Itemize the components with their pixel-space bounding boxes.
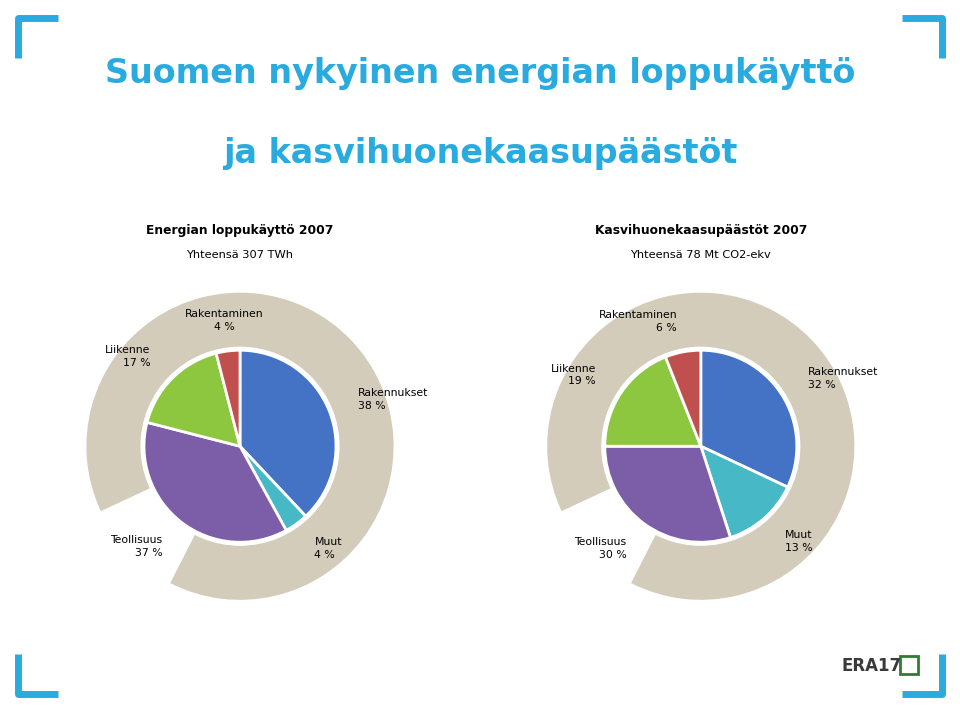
Wedge shape bbox=[144, 422, 286, 543]
Circle shape bbox=[141, 347, 339, 545]
Wedge shape bbox=[605, 357, 701, 446]
Text: Liikenne
19 %: Liikenne 19 % bbox=[551, 364, 596, 387]
Text: Yhteensä 78 Mt CO2-ekv: Yhteensä 78 Mt CO2-ekv bbox=[631, 250, 771, 260]
Wedge shape bbox=[216, 350, 240, 446]
Text: Rakennukset
32 %: Rakennukset 32 % bbox=[807, 367, 878, 389]
Text: Teollisuus
30 %: Teollisuus 30 % bbox=[574, 538, 626, 560]
Text: Liikenne
17 %: Liikenne 17 % bbox=[105, 345, 151, 368]
Text: Yhteensä 307 TWh: Yhteensä 307 TWh bbox=[186, 250, 294, 260]
Wedge shape bbox=[547, 293, 854, 600]
Circle shape bbox=[602, 347, 800, 545]
Wedge shape bbox=[701, 446, 787, 538]
Text: ERA17: ERA17 bbox=[842, 657, 902, 675]
Text: Rakentaminen
6 %: Rakentaminen 6 % bbox=[598, 310, 677, 333]
Wedge shape bbox=[86, 293, 394, 600]
Wedge shape bbox=[605, 446, 731, 543]
Wedge shape bbox=[665, 350, 701, 446]
Wedge shape bbox=[240, 446, 305, 530]
Wedge shape bbox=[147, 353, 240, 446]
Wedge shape bbox=[701, 350, 797, 487]
Text: Muut
4 %: Muut 4 % bbox=[315, 538, 342, 560]
Text: Teollisuus
37 %: Teollisuus 37 % bbox=[110, 535, 162, 557]
Text: Rakentaminen
4 %: Rakentaminen 4 % bbox=[185, 309, 263, 332]
Text: Suomen nykyinen energian loppukäyttö: Suomen nykyinen energian loppukäyttö bbox=[105, 57, 855, 90]
Text: Kasvihuonekaasupäästöt 2007: Kasvihuonekaasupäästöt 2007 bbox=[594, 224, 807, 237]
Text: Energian loppukäyttö 2007: Energian loppukäyttö 2007 bbox=[146, 224, 334, 237]
Text: Muut
13 %: Muut 13 % bbox=[784, 530, 812, 553]
Text: ja kasvihuonekaasupäästöt: ja kasvihuonekaasupäästöt bbox=[223, 137, 737, 169]
Text: Rakennukset
38 %: Rakennukset 38 % bbox=[358, 388, 428, 411]
Wedge shape bbox=[240, 350, 336, 516]
